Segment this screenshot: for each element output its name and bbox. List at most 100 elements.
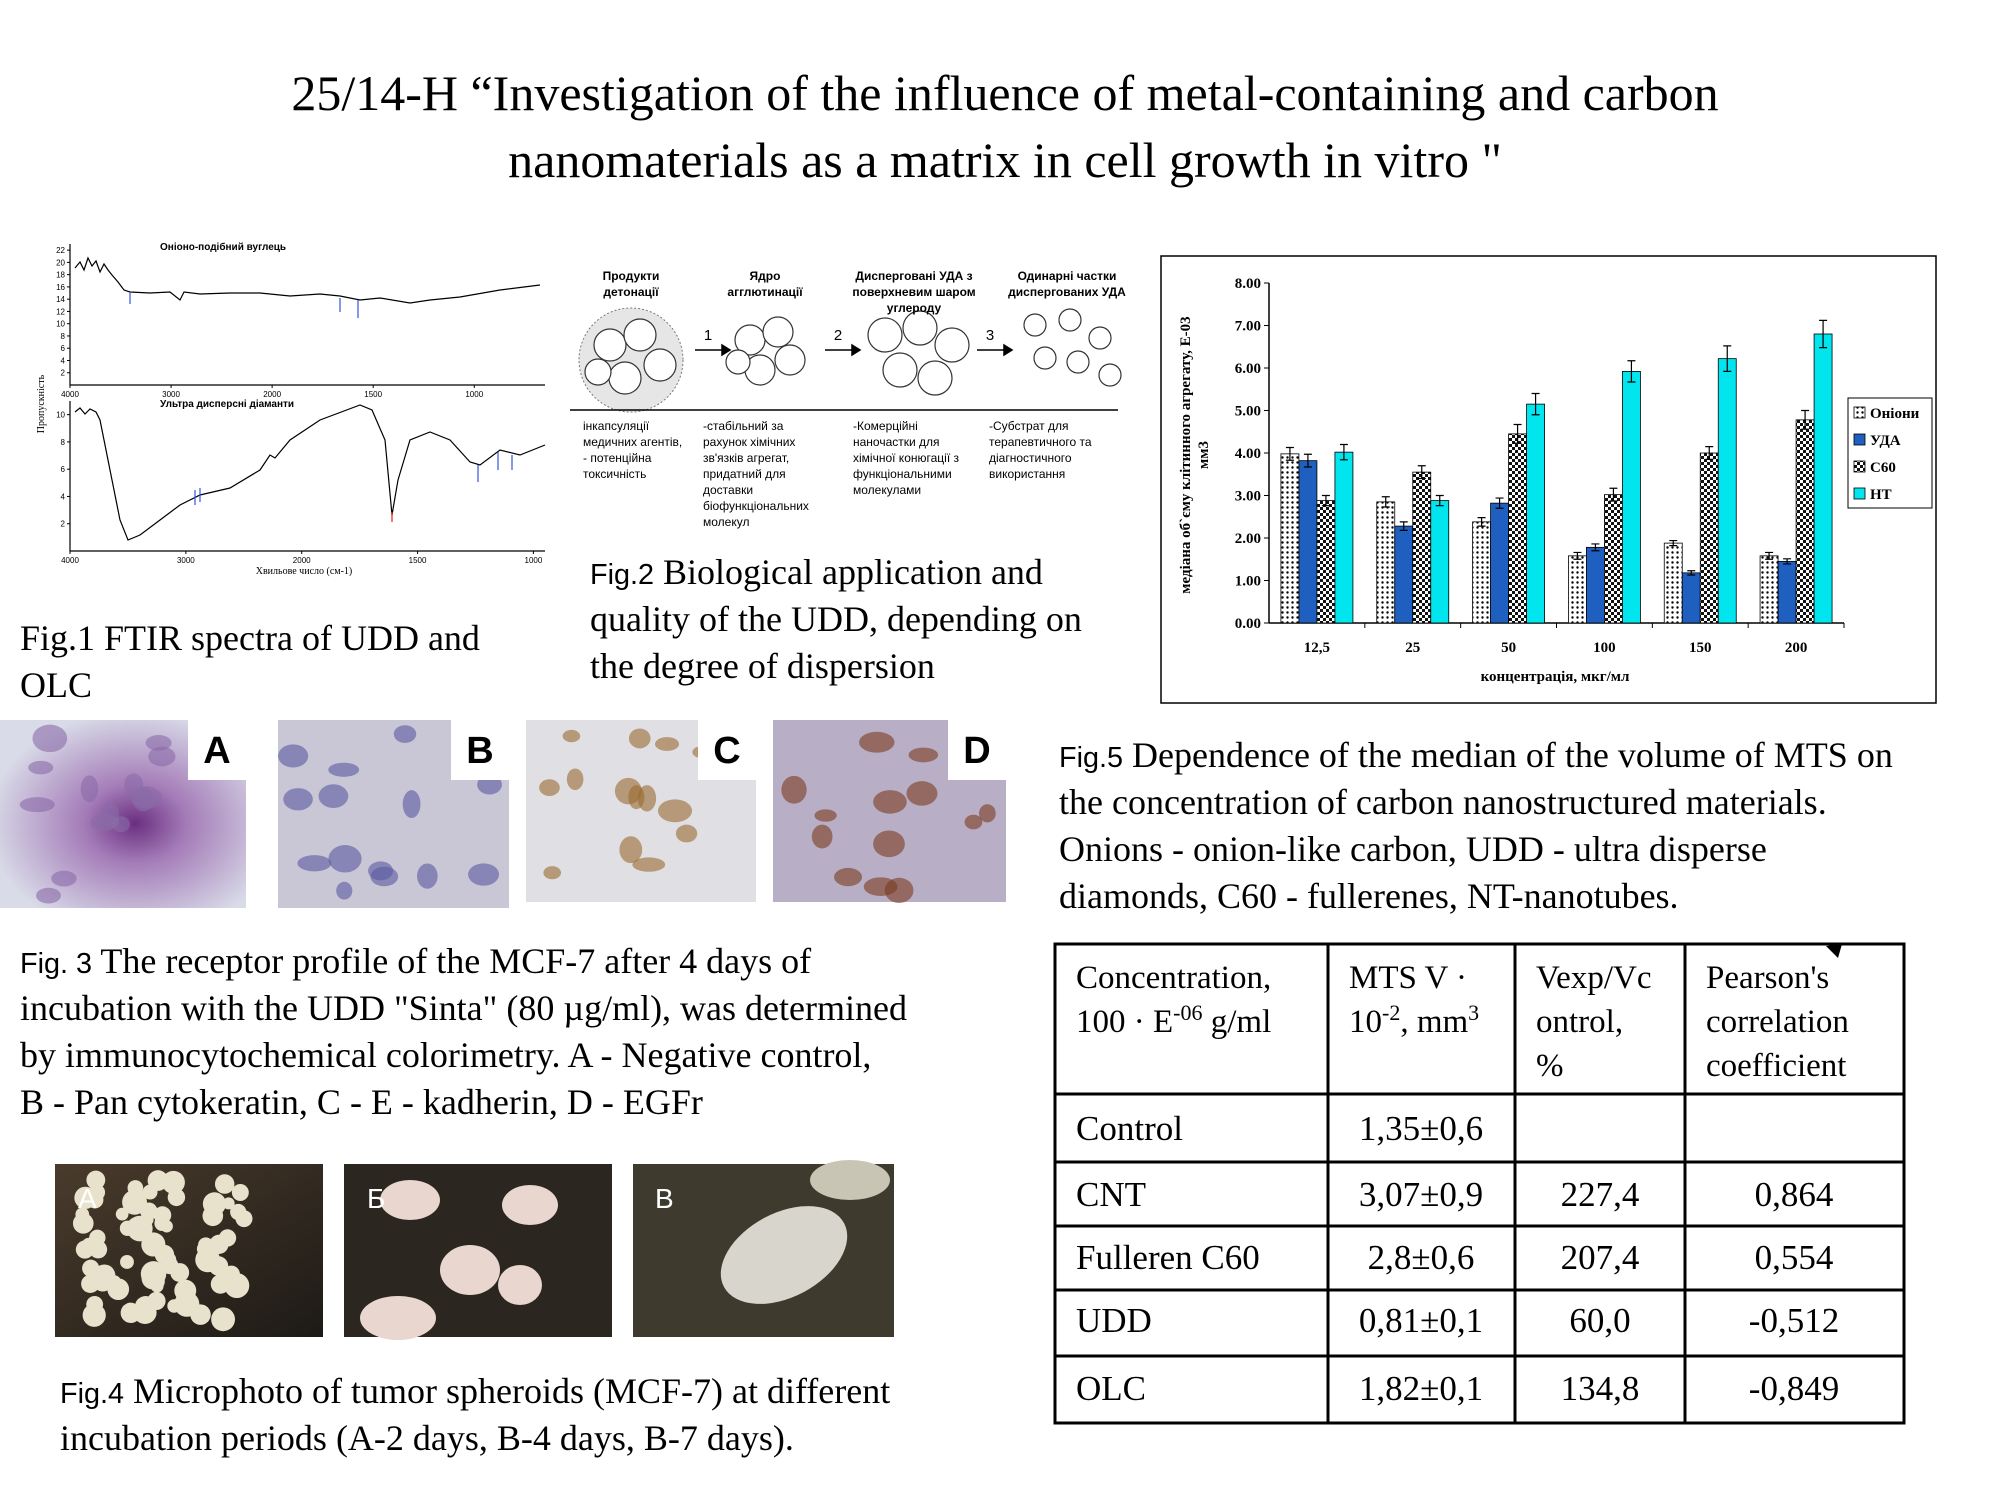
stage-note: молекул	[703, 515, 749, 529]
cell	[859, 731, 895, 753]
x-tick-label: 100	[1593, 640, 1616, 656]
spectrum-title: Ультра дисперсні діаманти	[160, 399, 294, 410]
bar	[1280, 453, 1300, 624]
caption-text: Fig.1 FTIR spectra of UDD and	[20, 618, 480, 658]
spectrum-curve	[74, 404, 546, 541]
stage-note: придатний для	[703, 467, 786, 481]
caption-line: Fig.2 Biological application and	[590, 552, 1043, 592]
y-tick-label: 22	[56, 246, 65, 255]
cell	[873, 830, 905, 858]
table-cell: -0,849	[1749, 1369, 1839, 1408]
bar	[1813, 333, 1833, 624]
error-bar	[1801, 409, 1810, 430]
error-bar	[1783, 558, 1792, 565]
x-tick-label: 150	[1689, 640, 1712, 656]
particle	[593, 328, 627, 362]
particle	[584, 358, 612, 386]
error-bar	[1573, 551, 1582, 560]
error-bar	[1765, 551, 1774, 560]
spheroid	[810, 1160, 890, 1200]
panel-label: B	[466, 730, 493, 772]
bar	[1777, 560, 1797, 624]
spheroid	[141, 1266, 165, 1290]
error-bar	[1531, 392, 1540, 416]
particle	[917, 360, 953, 396]
table-grid	[1053, 942, 1906, 1425]
fig1-graphics	[69, 244, 546, 552]
panel-label-box	[948, 720, 1006, 780]
bar	[1298, 460, 1318, 624]
cell	[655, 737, 680, 751]
bar	[1472, 521, 1491, 624]
step-number: 2	[834, 327, 842, 344]
legend-label: С60	[1870, 460, 1896, 476]
spheroid	[211, 1307, 236, 1332]
stage-note: -Субстрат для	[989, 419, 1068, 433]
header-text: Vexp/Vc	[1536, 960, 1651, 996]
y-tick-label: 8	[61, 332, 66, 341]
stage-note: інкапсуляції	[583, 419, 650, 433]
x-axis-label: концентрація, мкг/мл	[1481, 669, 1630, 685]
particle	[1098, 363, 1122, 387]
particle	[882, 352, 918, 388]
bar	[1430, 500, 1450, 624]
cell	[781, 775, 807, 804]
spheroid	[86, 1170, 106, 1190]
spheroid	[75, 1240, 95, 1259]
caption-line: Fig.4 Microphoto of tumor spheroids (MCF…	[60, 1371, 890, 1411]
table-cell: 134,8	[1561, 1369, 1640, 1408]
stage-note: медичних агентів,	[583, 435, 682, 449]
particle	[762, 316, 794, 348]
error-bar	[1705, 446, 1714, 460]
error-bar	[1669, 539, 1678, 547]
caption-text: Microphoto of tumor spheroids (MCF-7) at…	[124, 1371, 890, 1411]
error-bar	[1513, 423, 1522, 444]
caption-label: Fig.4	[60, 1378, 124, 1410]
legend-swatch	[1853, 487, 1866, 500]
stage-header: детонації	[603, 285, 659, 299]
x-tick-label: 1500	[409, 556, 427, 565]
cell	[36, 887, 61, 904]
spheroid	[502, 1185, 558, 1225]
panel-label-box	[451, 720, 509, 780]
table-header-line: Vexp/Vc	[1536, 960, 1651, 996]
table-header-line: 10-2, mm3	[1349, 1000, 1479, 1040]
cell	[148, 746, 176, 767]
y-tick-label: 0.00	[1235, 616, 1261, 632]
x-axis-label: Хвильове число (см-1)	[256, 566, 353, 577]
y-tick-label: 7.00	[1235, 319, 1261, 335]
table-cell: 0,81±0,1	[1359, 1301, 1483, 1340]
spectrum-curve	[74, 256, 541, 304]
y-tick-label: 12	[56, 307, 65, 316]
table-header-line: 100 · E-06 g/ml	[1076, 1000, 1271, 1040]
legend-label: НТ	[1870, 487, 1892, 503]
caption-text: diamonds, C60 - fullerenes, NT-nanotubes…	[1059, 876, 1679, 916]
stage-note: рахунок хімічних	[703, 435, 795, 449]
stage-header: Дисперговані УДА з	[855, 269, 972, 283]
cell	[370, 866, 399, 887]
caption-label: Fig. 3	[20, 948, 92, 980]
spheroid	[141, 1232, 166, 1257]
cell	[979, 804, 996, 823]
x-tick-label: 12,5	[1304, 640, 1330, 656]
panel-label: В	[655, 1183, 674, 1214]
row-label: OLC	[1076, 1369, 1146, 1408]
panel-label: Б	[367, 1183, 385, 1214]
stage-note: біофункціональних	[703, 499, 809, 513]
legend-label: Оніони	[1870, 406, 1920, 422]
bar	[1717, 358, 1737, 624]
x-tick-label: 4000	[61, 390, 79, 399]
caption-text: The receptor profile of the MCF-7 after …	[92, 941, 811, 981]
y-tick-label: 16	[56, 283, 65, 292]
spheroid	[360, 1296, 436, 1340]
legend-label: УДА	[1870, 433, 1901, 449]
error-bar	[1687, 570, 1696, 576]
cell	[619, 836, 643, 864]
legend-swatch	[1853, 433, 1866, 446]
cell	[130, 786, 162, 809]
y-tick-label: 1.00	[1235, 574, 1261, 590]
cell	[884, 877, 914, 904]
particle	[623, 318, 657, 352]
cell	[393, 725, 417, 743]
